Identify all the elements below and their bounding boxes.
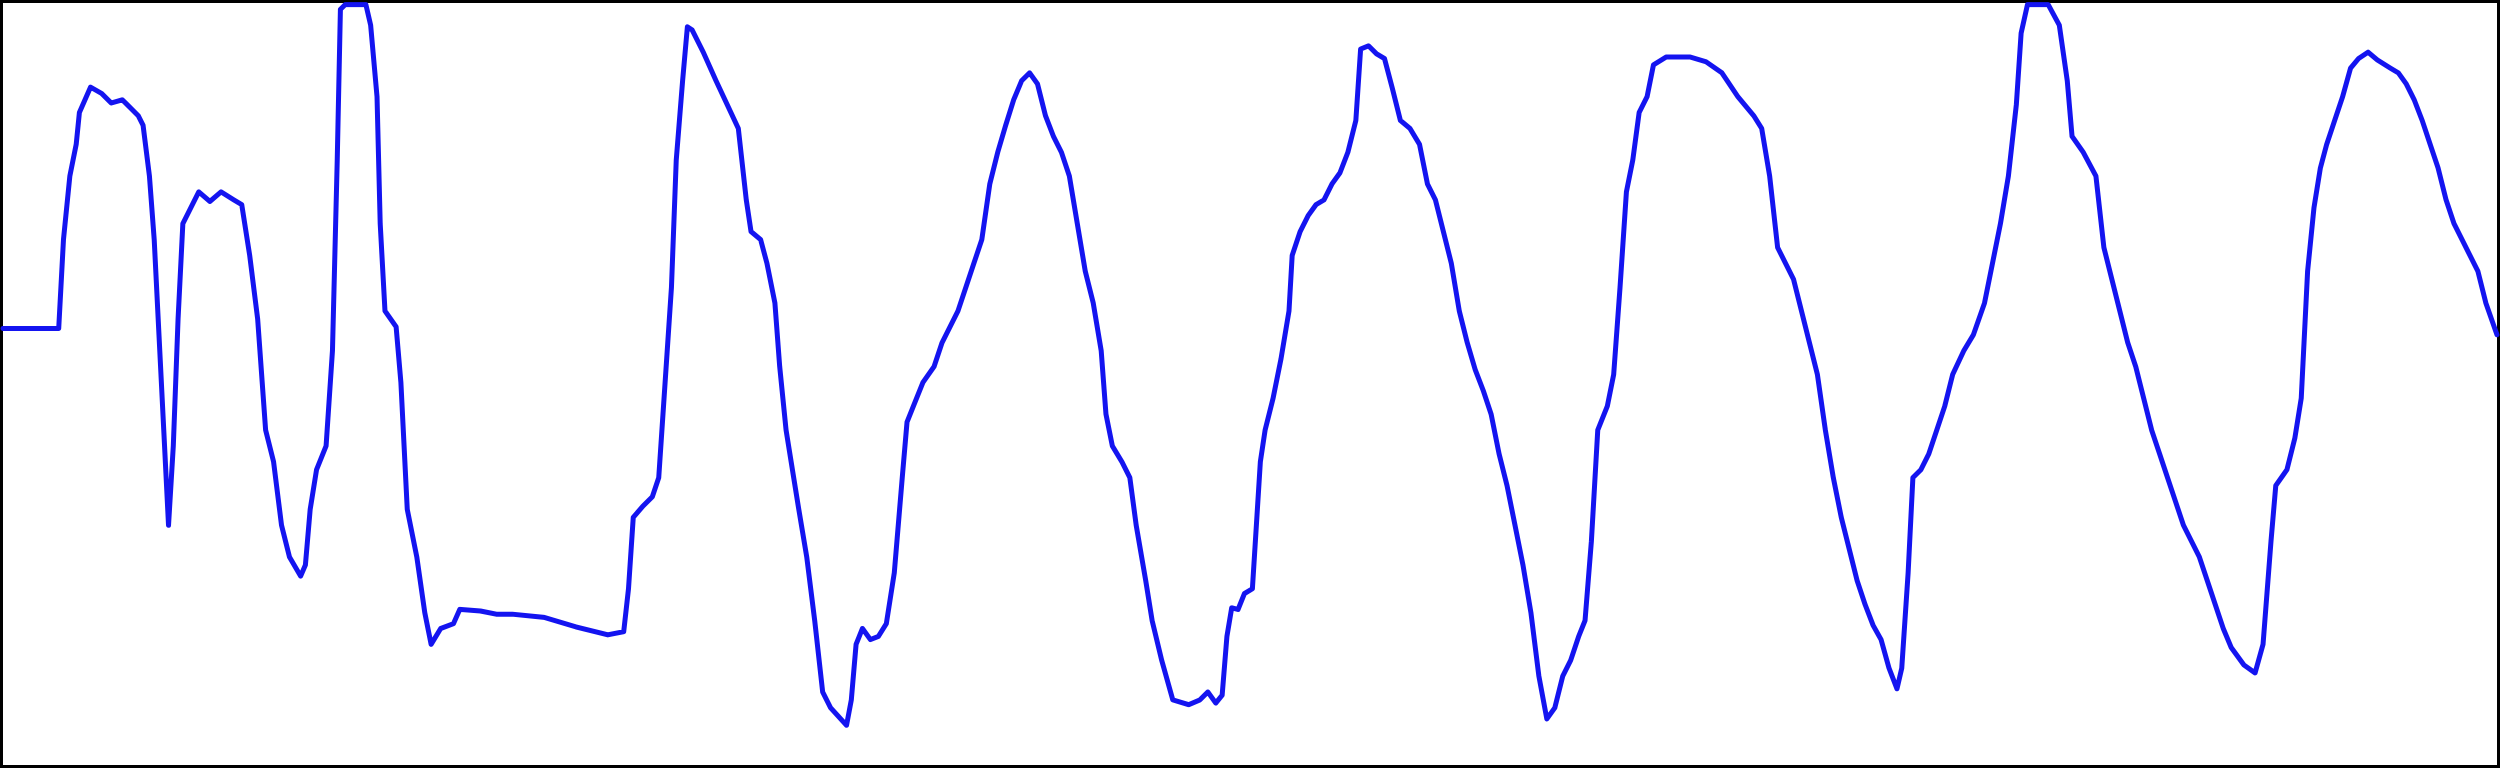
data-line (0, 2, 2500, 728)
